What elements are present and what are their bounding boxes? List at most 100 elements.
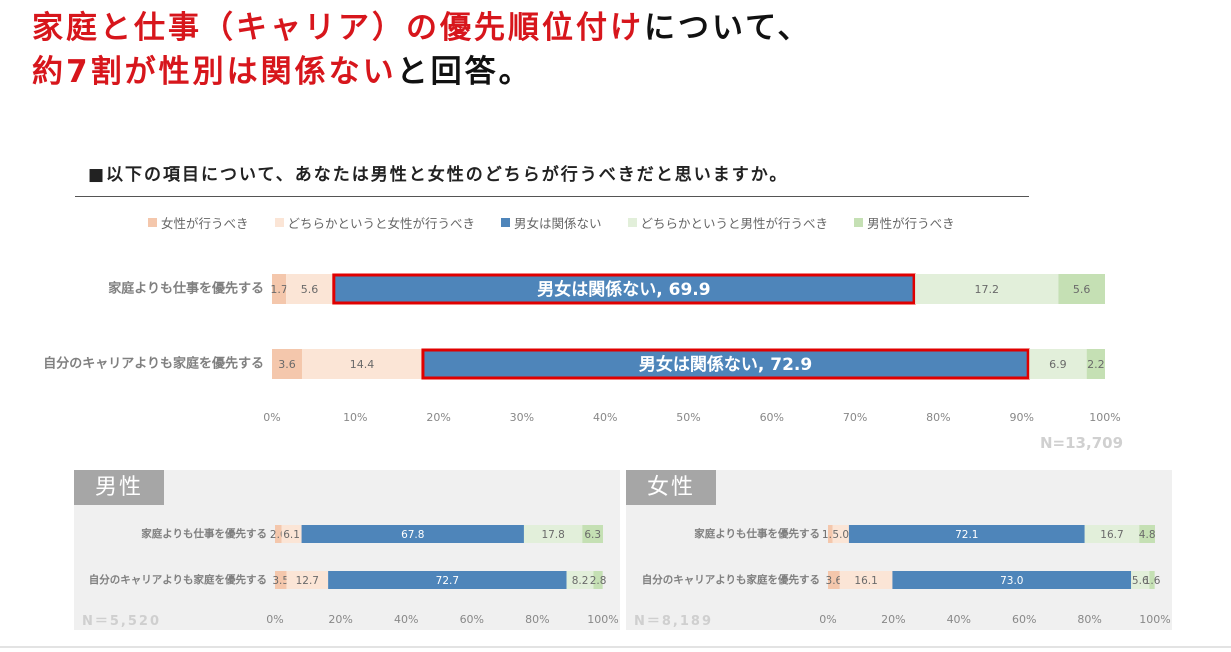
female-sample-size: N＝8,189 [634, 614, 714, 629]
x-tick-label: 60% [460, 613, 484, 626]
x-tick-label: 20% [881, 613, 905, 626]
headline-line-1: 家庭と仕事（キャリア）の優先順位付けについて、 [32, 8, 812, 48]
headline-line2-segment: と回答。 [396, 54, 533, 90]
bar-segment [275, 525, 282, 543]
male-panel-title: 男性 [74, 470, 164, 505]
legend-item: どちらかというと男性が行うべき [627, 213, 829, 232]
bar-segment [915, 274, 1059, 304]
bar-segment [566, 571, 594, 589]
bar-segment [281, 525, 302, 543]
legend-swatch [854, 218, 864, 227]
category-label: 自分のキャリアよりも家庭を優先する [642, 573, 820, 586]
x-tick-label: 40% [947, 613, 971, 626]
legend-swatch [501, 218, 511, 227]
x-tick-label: 70% [843, 411, 867, 424]
bar-segment [828, 571, 840, 589]
bar-segment [523, 525, 583, 543]
bar-segment [828, 525, 833, 543]
female-stacked-bar-chart: 家庭よりも仕事を優先する 1.45.0 72.1 16.7 4.8自分のキャリアよりも家… [642, 525, 1171, 626]
x-tick-label: 80% [1077, 613, 1101, 626]
data-label: 17.8 [541, 529, 564, 541]
highlight-label: 男女は関係ない, 72.9 [639, 354, 812, 375]
data-label: 16.1 [854, 575, 877, 587]
male-panel: 男性 家庭よりも仕事を優先する 2.0 6.1 67.8 17.8 6.3 自分のキャリアよ… [74, 470, 620, 630]
legend-item: どちらかというと女性が行うべき [274, 213, 476, 232]
x-tick-label: 40% [394, 613, 418, 626]
category-label: 自分のキャリアよりも家庭を優先する [43, 356, 264, 372]
data-label: 6.1 [283, 529, 300, 541]
bar-segment [286, 571, 329, 589]
bar-segment [286, 274, 333, 304]
data-label: 6.9 [1049, 358, 1067, 371]
data-label: 1.6 [1144, 575, 1161, 587]
data-label: 72.1 [955, 529, 978, 541]
legend-label: 女性が行うべき [161, 216, 249, 231]
data-label: 5.0 [832, 529, 849, 541]
bar-segment [1131, 571, 1150, 589]
bar-segment [1029, 349, 1087, 379]
x-tick-label: 30% [510, 411, 534, 424]
bottom-divider [0, 646, 1231, 648]
x-tick-label: 80% [926, 411, 950, 424]
legend-label: 男性が行うべき [867, 216, 955, 231]
x-tick-label: 100% [1139, 613, 1170, 626]
x-tick-label: 100% [587, 613, 618, 626]
legend-label: どちらかというと男性が行うべき [640, 216, 829, 231]
highlight-label: 男女は関係ない, 69.9 [537, 279, 710, 300]
data-label: 16.7 [1100, 529, 1123, 541]
highlight-frame [421, 348, 1030, 380]
bar-segment [593, 571, 603, 589]
x-tick-label: 20% [426, 411, 450, 424]
category-label: 家庭よりも仕事を優先する [694, 527, 820, 540]
data-label: 14.4 [350, 358, 375, 371]
bar-segment [848, 525, 1085, 543]
data-label: 3.5 [272, 575, 289, 587]
legend-swatch [274, 218, 284, 227]
data-label: 1.7 [270, 283, 288, 296]
data-label: 17.2 [974, 283, 999, 296]
legend-swatch [148, 218, 157, 227]
x-tick-label: 50% [676, 411, 700, 424]
x-tick-label: 90% [1009, 411, 1033, 424]
bar-segment [301, 349, 422, 379]
x-tick-label: 100% [1089, 411, 1120, 424]
legend-item: 女性が行うべき [148, 213, 249, 232]
x-tick-label: 60% [760, 411, 784, 424]
data-label: 5.6 [301, 283, 319, 296]
data-label: 2.8 [590, 575, 607, 587]
legend-item: 男女は関係ない [501, 213, 602, 232]
data-label: 72.7 [436, 575, 459, 587]
bar-segment [1149, 571, 1155, 589]
survey-question: ■以下の項目について、あなたは男性と女性のどちらが行うべきだと思いますか。 [88, 165, 789, 185]
bar-segment [332, 274, 916, 304]
legend-label: 男女は関係ない [514, 216, 602, 231]
legend-label: どちらかというと女性が行うべき [287, 216, 476, 231]
data-label: 4.8 [1139, 529, 1156, 541]
bar-segment [328, 571, 567, 589]
chart-legend: 女性が行うべき どちらかというと女性が行うべき 男女は関係ない どちらかというと男性が… [148, 213, 955, 232]
bar-segment [892, 571, 1132, 589]
category-label: 自分のキャリアよりも家庭を優先する [89, 573, 267, 586]
legend-item: 男性が行うべき [854, 213, 955, 232]
highlight-frame [332, 273, 916, 305]
x-tick-label: 80% [525, 613, 549, 626]
bar-segment [832, 525, 849, 543]
data-label: 6.3 [584, 529, 601, 541]
bar-segment [275, 571, 287, 589]
bar-segment [1058, 274, 1105, 304]
category-label: 家庭よりも仕事を優先する [108, 281, 264, 297]
female-panel-title: 女性 [626, 470, 716, 505]
headline-line2-segment: 約7割が性別は関係ない [32, 54, 397, 90]
headline-line1-segment: について、 [644, 10, 812, 46]
bar-segment [839, 571, 893, 589]
data-label: 8.2 [572, 575, 589, 587]
bar-segment [1086, 349, 1105, 379]
data-label: 3.6 [278, 358, 296, 371]
x-tick-label: 40% [593, 411, 617, 424]
female-panel: 女性 家庭よりも仕事を優先する 1.4 5.0 72.1 16.7 4.8 自分のキャリアよ… [626, 470, 1172, 630]
x-tick-label: 0% [819, 613, 836, 626]
data-label: 5.6 [1073, 283, 1091, 296]
data-label: 5.6 [1132, 575, 1149, 587]
x-tick-label: 60% [1012, 613, 1036, 626]
